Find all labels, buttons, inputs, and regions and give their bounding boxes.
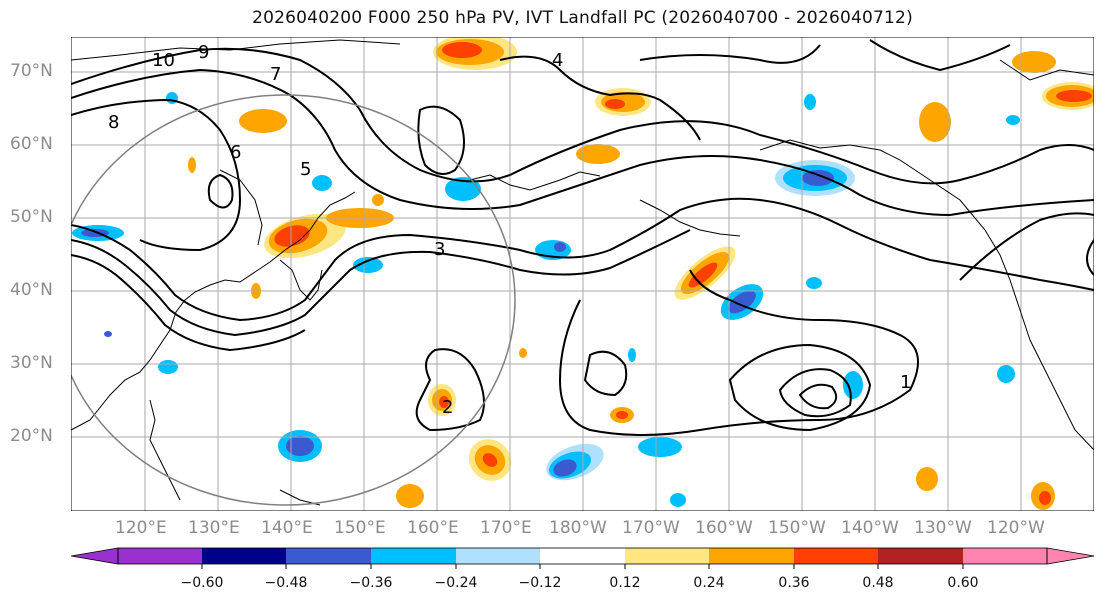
contour-label: 2 xyxy=(442,397,453,418)
pv-contours xyxy=(71,39,1094,436)
contour-label: 9 xyxy=(198,42,209,63)
contour-labels: 10 8 9 7 6 5 4 3 2 1 xyxy=(108,42,911,418)
lat-label: 40°N xyxy=(10,280,53,300)
contour-label: 3 xyxy=(434,239,445,260)
contour-label: 5 xyxy=(300,159,311,180)
lat-label: 30°N xyxy=(10,353,53,373)
contour-label: 7 xyxy=(270,64,281,85)
lat-label: 70°N xyxy=(10,61,53,81)
contour-label: 10 xyxy=(152,50,175,71)
colorbar-tick-label: −0.24 xyxy=(434,575,478,591)
lat-label: 60°N xyxy=(10,134,53,154)
colorbar-tick-label: 0.24 xyxy=(693,575,725,591)
colorbar-tick-label: 0.60 xyxy=(947,575,979,591)
lon-label: 130°W xyxy=(914,518,972,538)
lon-label: 180°W xyxy=(549,518,607,538)
lon-label: 120°E xyxy=(115,518,167,538)
coastlines xyxy=(71,39,1094,506)
colorbar-tick-label: 0.48 xyxy=(862,575,894,591)
lon-label: 150°E xyxy=(334,518,386,538)
contour-label: 6 xyxy=(230,142,241,163)
lon-label: 170°E xyxy=(480,518,532,538)
colorbar-tick-label: 0.12 xyxy=(609,575,641,591)
colorbar-tick-label: −0.48 xyxy=(264,575,308,591)
contour-label: 1 xyxy=(900,372,911,393)
lon-label: 160°E xyxy=(407,518,459,538)
lon-label: 140°E xyxy=(261,518,313,538)
lon-label: 170°W xyxy=(622,518,680,538)
lat-label: 50°N xyxy=(10,207,53,227)
colorbar-tick-label: −0.60 xyxy=(180,575,224,591)
lat-label: 20°N xyxy=(10,426,53,446)
lon-label: 130°E xyxy=(188,518,240,538)
colorbar-tick-label: −0.36 xyxy=(349,575,393,591)
lon-label: 120°W xyxy=(987,518,1045,538)
map-title: 2026040200 F000 250 hPa PV, IVT Landfall… xyxy=(252,8,913,28)
colorbar-tick-label: −0.12 xyxy=(518,575,562,591)
radius-circle xyxy=(71,94,516,506)
lon-label: 150°W xyxy=(768,518,826,538)
colorbar-tick-label: 0.36 xyxy=(778,575,810,591)
contour-label: 4 xyxy=(552,50,563,71)
negative-ivt-patches xyxy=(72,92,1020,507)
contour-label: 8 xyxy=(108,112,119,133)
lon-label: 140°W xyxy=(841,518,899,538)
lon-label: 160°W xyxy=(695,518,753,538)
